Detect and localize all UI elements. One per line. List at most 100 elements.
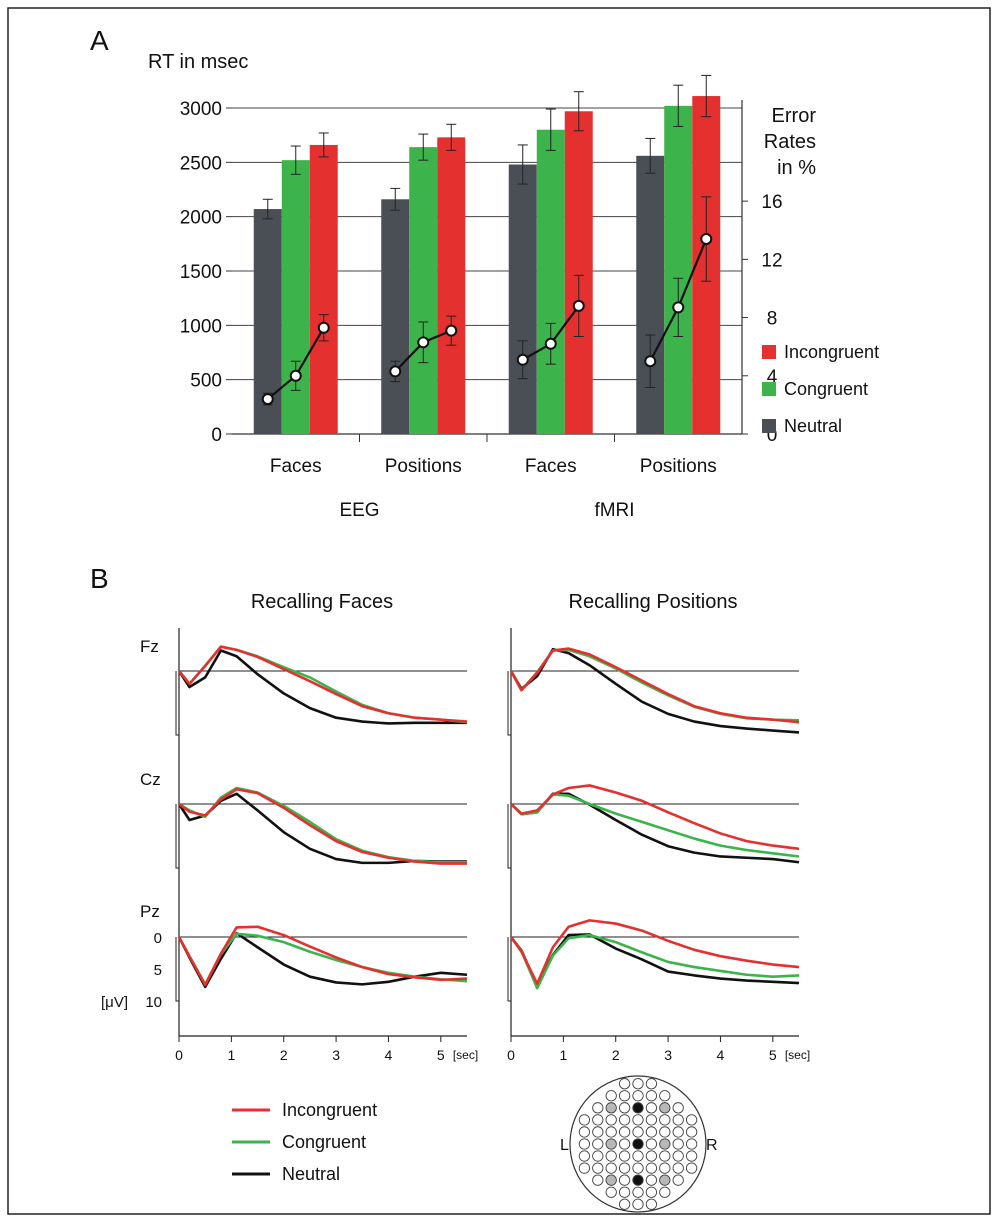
- electrode-site: [685, 1138, 698, 1150]
- panel-a-y2label-3: in %: [777, 157, 816, 179]
- error-rate-point-0-2: [317, 321, 330, 334]
- y2-tick-label-16: 16: [761, 192, 782, 213]
- electrode-site-highlight: [659, 1102, 671, 1114]
- electrode-site: [685, 1126, 698, 1138]
- amplitude-scale-cz-0: [175, 804, 179, 869]
- electrode-site: [592, 1138, 604, 1150]
- electrode-site: [605, 1114, 617, 1126]
- erp-incongruent-cz-positions: [510, 784, 800, 851]
- legend-a-label-congruent: Congruent: [784, 379, 868, 399]
- head-label-right: R: [706, 1137, 718, 1154]
- amplitude-scale-fz-0: [175, 671, 179, 736]
- bar-congruent-0: [281, 160, 310, 434]
- electrode-site: [618, 1126, 631, 1138]
- head-label-left: L: [560, 1137, 569, 1154]
- electrode-site: [605, 1186, 617, 1198]
- erp-congruent-fz-positions: [509, 648, 800, 722]
- pz-ytick-10: 10: [145, 994, 162, 1011]
- legend-a-swatch-incongruent: [762, 345, 776, 359]
- x-tick-label-1-3: 3: [664, 1047, 672, 1063]
- y-tick-label-2500: 2500: [180, 153, 222, 174]
- electrode-site: [685, 1162, 698, 1174]
- x-tick-label-1-2: 2: [612, 1047, 620, 1063]
- bar-congruent-1: [409, 147, 438, 434]
- electrode-site: [592, 1102, 604, 1114]
- electrode-site-highlight: [659, 1174, 671, 1186]
- electrode-site: [632, 1114, 644, 1126]
- electrode-label-fz: Fz: [140, 637, 159, 656]
- pz-y-unit: [μV]: [101, 994, 128, 1011]
- electrode-site: [672, 1102, 684, 1114]
- electrode-site: [672, 1174, 684, 1186]
- electrode-site: [618, 1150, 631, 1162]
- erp-incongruent-fz-positions: [509, 647, 800, 724]
- electrode-site: [592, 1162, 604, 1174]
- amplitude-scale-pz-0: [175, 937, 179, 1002]
- electrode-site: [605, 1150, 617, 1162]
- panel-a-y2label-1: Error: [772, 105, 817, 127]
- legend-a-swatch-neutral: [762, 419, 776, 433]
- legend-a-label-neutral: Neutral: [784, 416, 842, 436]
- x-tick-label-1-1: 1: [559, 1047, 567, 1063]
- electrode-site: [645, 1186, 658, 1198]
- electrode-site: [659, 1090, 671, 1102]
- electrode-site: [632, 1126, 644, 1138]
- electrode-site: [618, 1114, 631, 1126]
- y-tick-label-3000: 3000: [180, 99, 222, 120]
- electrode-site-active: [632, 1102, 644, 1114]
- pz-ytick-0: 0: [154, 930, 162, 947]
- electrode-site: [645, 1102, 658, 1114]
- electrode-label-pz: Pz: [140, 902, 160, 921]
- electrode-site: [618, 1198, 631, 1210]
- head-outline: [569, 1075, 707, 1213]
- electrode-site: [632, 1198, 644, 1210]
- category-label-1: Positions: [385, 456, 462, 477]
- electrode-site-active: [632, 1138, 644, 1150]
- panel-b-title-faces: Recalling Faces: [251, 591, 393, 613]
- electrode-site: [618, 1186, 631, 1198]
- electrode-site: [645, 1126, 658, 1138]
- y2-tick-label-0: 0: [767, 425, 778, 446]
- erp-incongruent-pz-faces: [177, 925, 468, 987]
- y2-tick-label-4: 4: [767, 367, 778, 388]
- legend-b-label-congruent: Congruent: [282, 1132, 366, 1152]
- error-rate-point-3-0: [644, 355, 657, 368]
- legend-a-swatch-congruent: [762, 382, 776, 396]
- electrode-site: [645, 1078, 658, 1090]
- electrode-site-active: [632, 1174, 644, 1186]
- group-label-fmri: fMRI: [594, 500, 634, 521]
- erp-congruent-fz-faces: [177, 645, 468, 724]
- electrode-site: [659, 1186, 671, 1198]
- electrode-site: [645, 1162, 658, 1174]
- x-tick-label-0-3: 3: [332, 1047, 340, 1063]
- x-tick-label-0-4: 4: [385, 1047, 393, 1063]
- x-tick-label-0-5: 5: [437, 1047, 445, 1063]
- y-tick-label-1000: 1000: [180, 316, 222, 337]
- y-tick-label-0: 0: [211, 425, 222, 446]
- amplitude-scale-cz-1: [507, 804, 511, 869]
- electrode-site: [592, 1126, 604, 1138]
- x-tick-label-0-2: 2: [280, 1047, 288, 1063]
- bar-neutral-2: [508, 164, 537, 435]
- electrode-site-highlight: [605, 1102, 617, 1114]
- erp-incongruent-pz-positions: [509, 919, 800, 986]
- electrode-site: [659, 1114, 671, 1126]
- error-rate-point-2-2: [572, 299, 585, 312]
- electrode-site: [685, 1114, 698, 1126]
- panel-a-ylabel: RT in msec: [148, 51, 248, 73]
- error-rate-point-1-1: [417, 336, 430, 349]
- electrode-site-highlight: [605, 1174, 617, 1186]
- electrode-site: [672, 1138, 684, 1150]
- erp-congruent-pz-positions: [509, 933, 800, 990]
- panel-b-line-charts: 0 1 2 3 4 5 [sec] 0 1 2 3 4 5 [sec]: [175, 628, 810, 1063]
- panel-a-legend: Incongruent Congruent Neutral: [762, 342, 879, 436]
- x-tick-label-1-5: 5: [769, 1047, 777, 1063]
- legend-a-label-incongruent: Incongruent: [784, 342, 879, 362]
- electrode-label-cz: Cz: [140, 770, 161, 789]
- error-rate-point-1-0: [389, 365, 402, 378]
- error-rate-point-0-0: [261, 393, 274, 406]
- group-label-eeg: EEG: [339, 500, 379, 521]
- panel-b-label: B: [90, 563, 109, 594]
- electrode-site: [578, 1126, 591, 1138]
